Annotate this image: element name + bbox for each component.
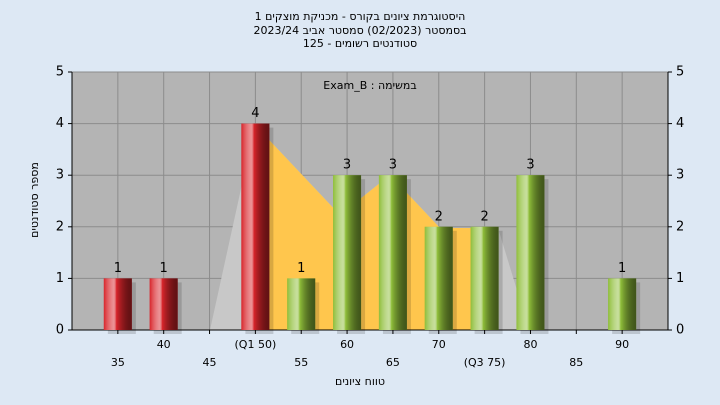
annotation: Exam_B : במשימה [323,79,416,92]
y-tick-label: 1 [676,271,684,286]
value-label: 1 [114,261,122,276]
x-tick-label: (Q3 75) [464,356,506,369]
bar-shine [608,278,637,330]
value-label: 3 [526,158,534,173]
bar-shine [333,175,362,330]
chart-title: היסטוגרמת ציונים בקורס - מכניקת מוצקים 1 [255,10,466,23]
x-tick-label: 65 [386,356,400,369]
y-tick-label: 2 [56,219,64,234]
value-label: 1 [618,261,626,276]
y-tick-label: 3 [676,168,684,183]
x-axis-label: טווח ציונים [335,375,385,388]
value-label: 1 [160,261,168,276]
y-tick-label: 2 [676,219,684,234]
x-tick-label: 70 [432,338,446,351]
x-tick-label: 45 [203,356,217,369]
bar-shine [241,123,270,330]
y-tick-label: 0 [676,323,684,338]
x-tick-label: 40 [157,338,171,351]
bar-shine [103,278,132,330]
y-tick-label: 3 [56,168,64,183]
x-tick-label: 35 [111,356,125,369]
y-tick-label: 0 [56,323,64,338]
bar-shine [424,226,453,330]
chart-subtitle: סטודנטים רשומים - 125 [303,37,417,50]
x-tick-label: 60 [340,338,354,351]
x-tick-label: 55 [294,356,308,369]
bar-shine [378,175,407,330]
y-tick-label: 4 [56,116,64,131]
bar-shine [470,226,499,330]
chart-subtitle: בסמסטר (02/2023) סמסטר אביב 2023/24 [253,24,466,37]
value-label: 4 [251,106,259,121]
value-label: 3 [389,158,397,173]
bar-shine [287,278,316,330]
y-tick-label: 4 [676,116,684,131]
bar-shine [149,278,178,330]
value-label: 2 [480,209,488,224]
value-label: 2 [435,209,443,224]
y-tick-label: 5 [676,65,684,80]
x-tick-label: 80 [523,338,537,351]
x-tick-label: 85 [569,356,583,369]
y-axis-label: מספר סטודנטים [28,162,41,238]
y-tick-label: 1 [56,271,64,286]
value-label: 3 [343,158,351,173]
x-tick-label: 90 [615,338,629,351]
x-tick-label: (Q1 50) [235,338,277,351]
value-label: 1 [297,261,305,276]
bar-shine [516,175,545,330]
y-tick-label: 5 [56,65,64,80]
